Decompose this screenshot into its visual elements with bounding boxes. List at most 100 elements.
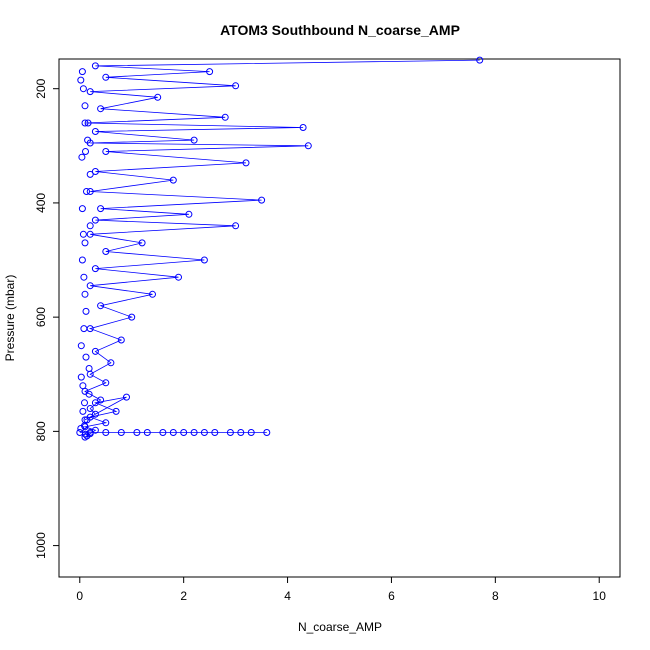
data-point [97,105,105,113]
data-point [79,407,87,415]
data-point [79,85,87,93]
data-point [102,419,110,427]
data-point [81,119,89,127]
data-point [190,136,198,144]
data-point [86,88,94,96]
data-point [133,429,141,436]
data-point [80,325,88,333]
data-point [211,429,219,436]
data-point [112,407,120,415]
data-point [78,153,86,161]
x-axis: 0 2 4 6 8 10 [76,576,607,603]
data-point [78,256,86,264]
data-point [91,265,99,273]
data-point [169,176,177,184]
data-point [85,365,93,372]
data-point [143,429,151,436]
data-point [200,429,208,436]
data-point [78,68,86,76]
data-point [86,170,94,178]
x-tick-label: 4 [284,589,291,603]
data-point [190,429,198,436]
data-point [86,188,94,195]
data-point [91,168,99,175]
data-point [102,248,110,255]
y-tick-label: 1000 [34,532,48,559]
x-tick-label: 6 [388,589,395,603]
data-point [85,390,93,398]
y-tick-label: 200 [34,78,48,98]
data-point [91,216,99,224]
data-point [102,379,110,387]
data-point [299,124,307,131]
data-point [242,159,250,167]
data-point [86,230,94,238]
data-point [77,373,85,381]
chart-title: ATOM3 Southbound N_coarse_AMP [220,22,460,38]
x-tick-label: 10 [593,589,607,603]
data-point [258,196,266,204]
data-point [226,429,234,436]
data-point [154,93,162,101]
data-point [77,76,85,84]
data-point [83,188,90,195]
data-point [82,430,89,438]
data-point [476,56,484,64]
data-point [91,399,99,407]
data-point [200,256,208,264]
data-point [81,239,89,247]
data-point [86,405,94,412]
data-point [123,393,130,401]
data-point [81,422,88,430]
data-point [128,313,136,321]
y-tick-label: 600 [34,307,48,327]
data-point [263,429,271,436]
data-point [82,353,90,361]
data-point [107,359,115,367]
data-point [237,429,245,436]
data-point [185,210,193,218]
data-point [175,273,182,281]
x-tick-label: 2 [180,589,187,603]
data-point [79,230,87,238]
data-point [232,82,240,90]
y-axis: 200 400 600 800 1000 [34,78,60,559]
data-point [102,148,110,155]
data-point [81,102,89,110]
data-point [83,416,91,424]
data-point [77,342,85,350]
data-point [81,290,89,298]
data-point [138,239,146,247]
data-point [117,429,125,436]
data-point [97,302,105,310]
data-point [180,429,188,436]
x-axis-label: N_coarse_AMP [298,620,382,634]
data-point [91,410,99,418]
data-point [221,113,229,121]
data-point [102,429,110,436]
data-point [304,142,312,150]
series-layer [76,56,484,441]
data-point [91,347,99,355]
data-point [159,429,167,436]
data-point [232,222,240,230]
data-point [91,128,99,135]
y-tick-label: 400 [34,193,48,213]
x-tick-label: 0 [76,589,83,603]
data-point [97,396,105,404]
data-point [82,148,89,155]
data-point [247,429,255,436]
data-point [86,222,94,230]
data-point [80,273,88,281]
data-point [84,136,92,144]
data-point [83,432,91,440]
data-point [81,399,88,407]
data-point [84,119,92,127]
data-point [79,382,87,390]
data-point [169,429,177,436]
data-point [206,68,214,76]
plot-frame [58,58,621,578]
data-point [82,307,90,315]
data-point [97,205,105,213]
y-axis-label: Pressure (mbar) [3,275,17,362]
